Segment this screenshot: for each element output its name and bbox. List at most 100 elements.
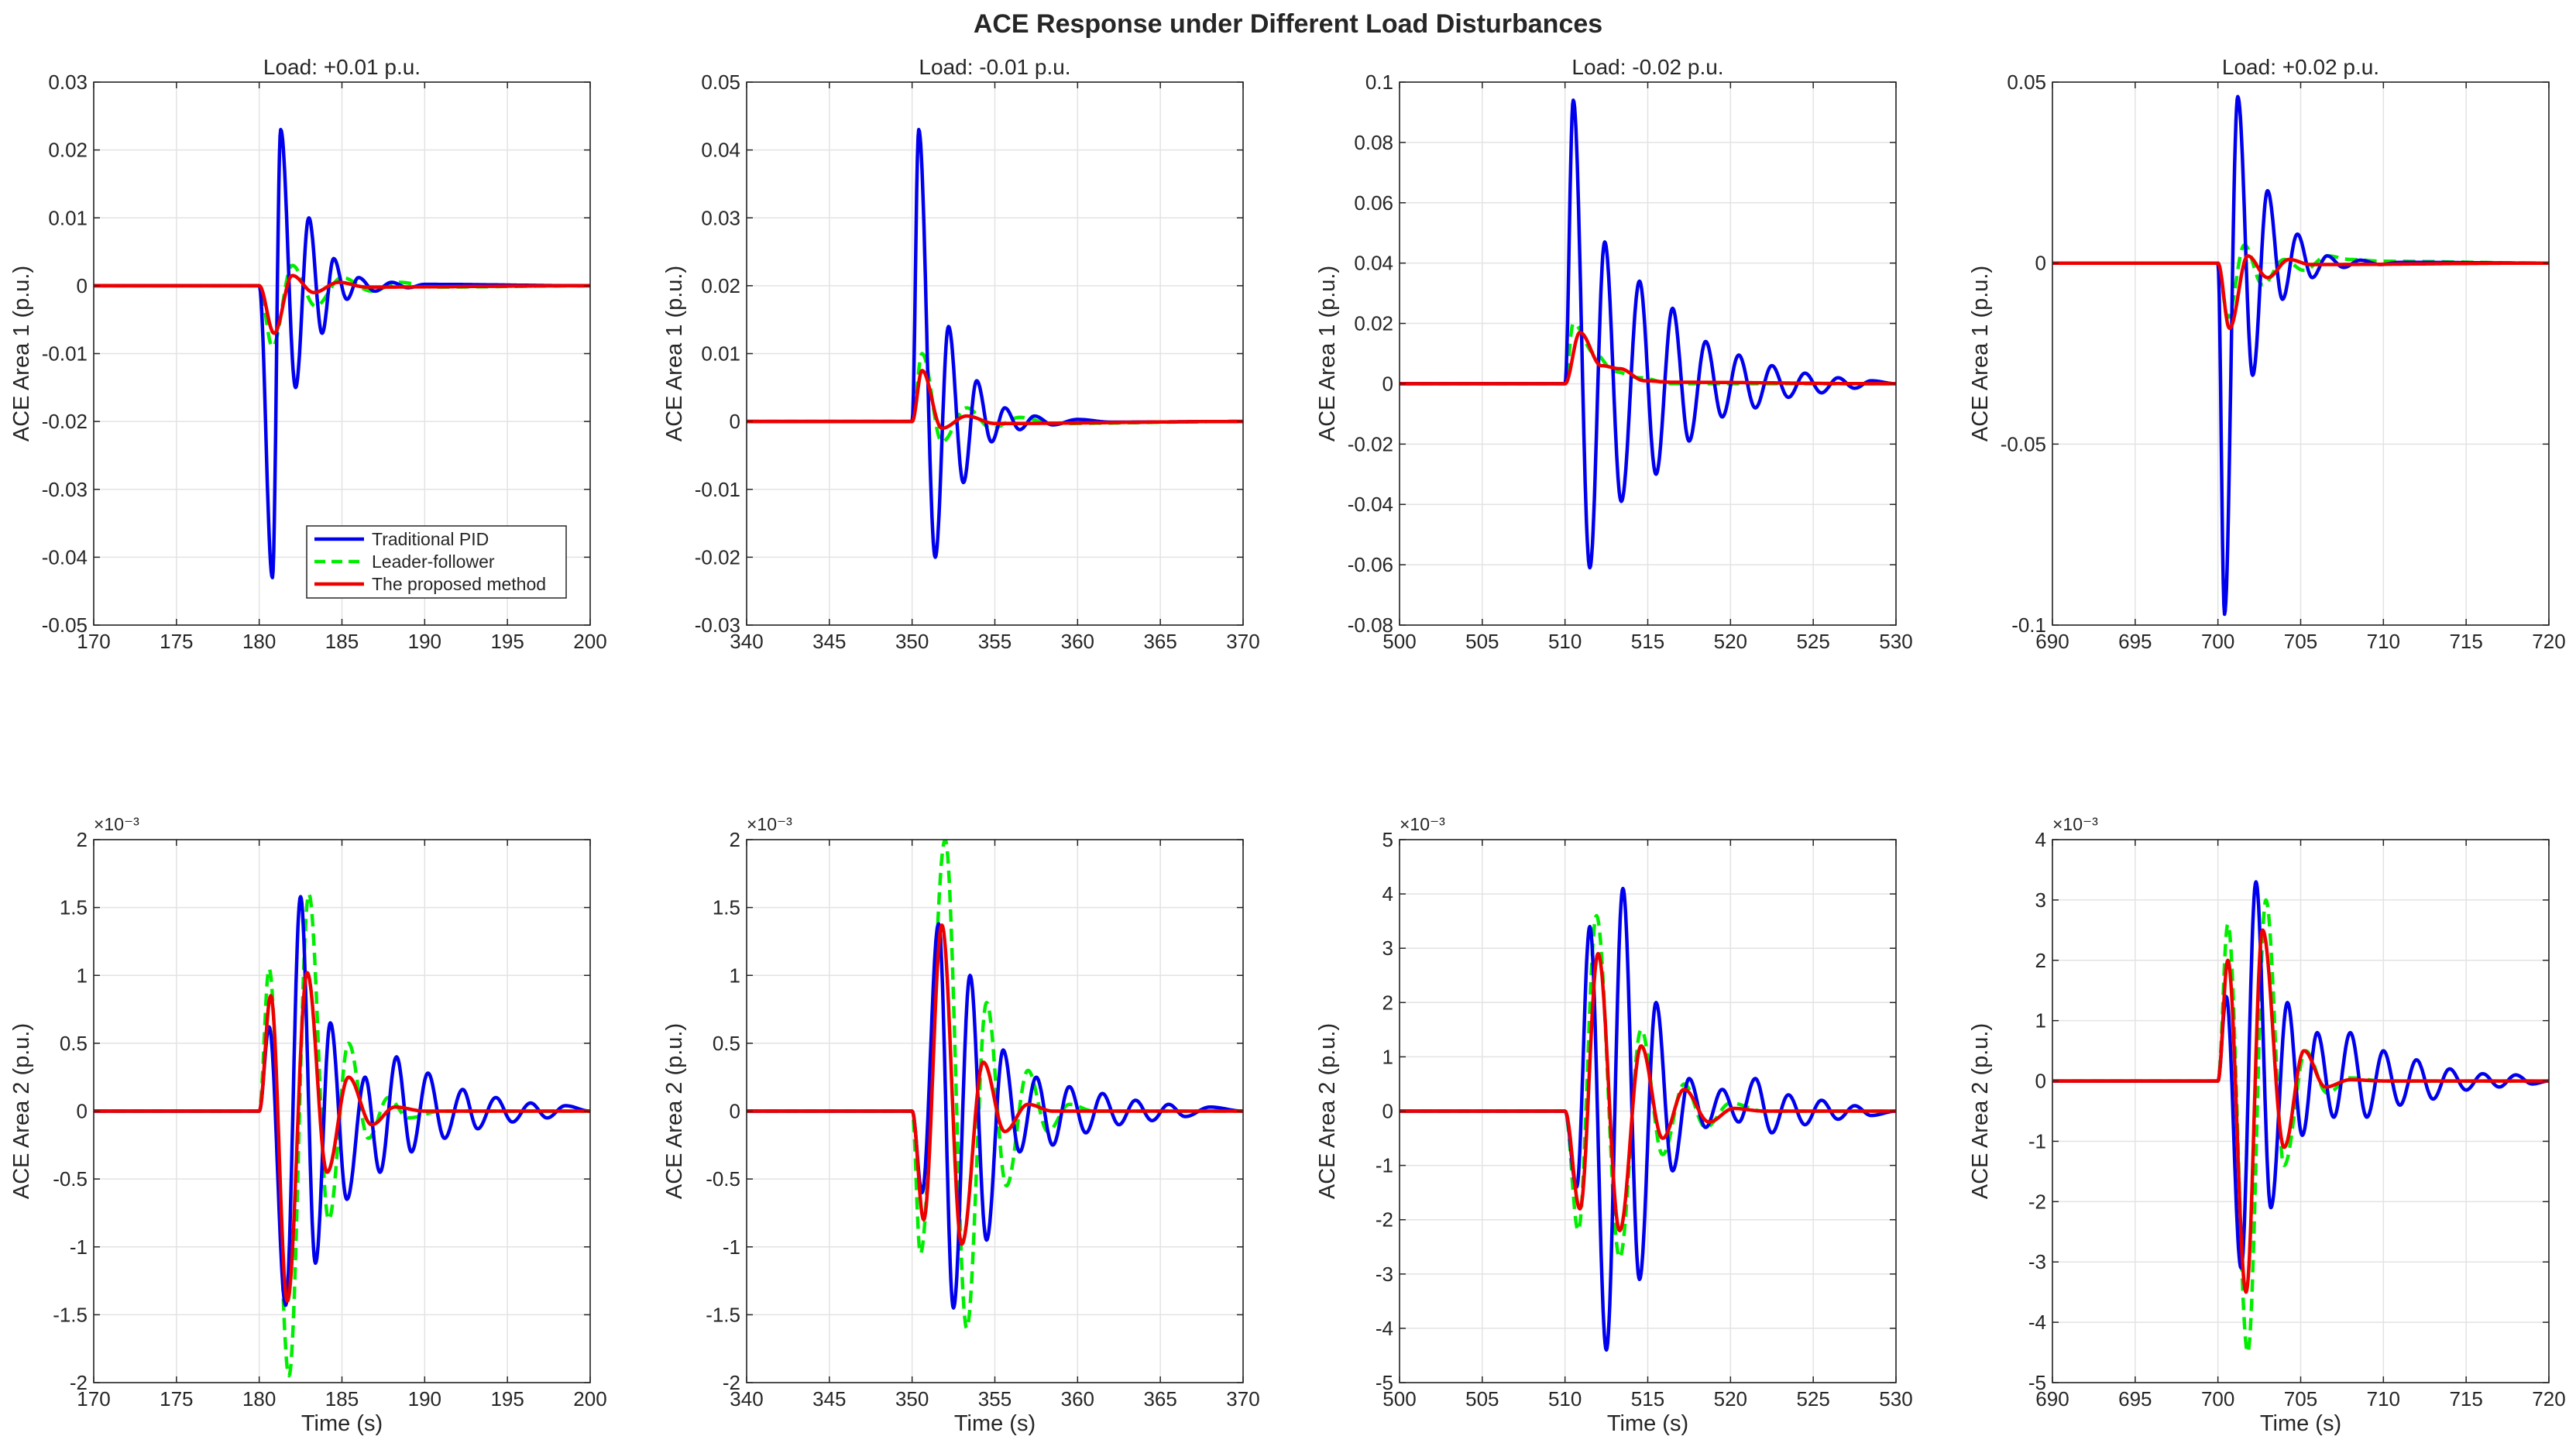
y-tick-label: 0 [77, 1100, 88, 1123]
y-tick-label: -0.03 [695, 613, 740, 637]
series-line-the-proposed-method [2052, 928, 2549, 1294]
x-tick-label: 370 [1226, 630, 1259, 653]
y-tick-label: -0.02 [1348, 432, 1393, 455]
y-tick-label: 3 [2035, 888, 2046, 912]
y-tick-label: 0.04 [701, 139, 740, 162]
y-tick-label: -0.05 [42, 613, 88, 637]
y-tick-label: -0.08 [1348, 613, 1393, 637]
x-tick-label: 720 [2532, 1387, 2565, 1410]
series-line-the-proposed-method [747, 369, 1243, 431]
x-axis-label: Time (s) [1607, 1411, 1688, 1436]
x-axis-label: Time (s) [301, 1411, 383, 1436]
y-tick-label: 0.02 [1354, 312, 1393, 335]
series-line-traditional-pid [2052, 880, 2549, 1270]
subplot-title: Load: +0.02 p.u. [2222, 55, 2379, 79]
subplot-title: Load: -0.01 p.u. [919, 55, 1070, 79]
series-line-the-proposed-method [2052, 254, 2549, 331]
y-tick-label: 0.02 [48, 139, 88, 162]
y-tick-label: 1 [77, 964, 88, 987]
y-tick-label: -0.04 [42, 545, 88, 569]
x-tick-label: 355 [978, 1387, 1012, 1410]
x-tick-label: 340 [730, 630, 763, 653]
subplot-2-4: 690 695 700 705 710 715 720 -5 -4 -3 -2 -1 0 1 2 3 4 ×10⁻… [1968, 814, 2566, 1436]
y-axis-label: ACE Area 2 (p.u.) [1315, 1023, 1340, 1199]
series-line-leader-follower [747, 840, 1243, 1331]
y-tick-label: 2 [730, 828, 740, 851]
y-tick-label: -0.01 [42, 342, 88, 366]
y-tick-label: 0 [2035, 1070, 2046, 1093]
subplot-1-4: 690 695 700 705 710 715 720 -0.1 -0.05 0 0.05 Load:… [1968, 55, 2566, 653]
x-tick-label: 690 [2035, 630, 2069, 653]
y-tick-label: -3 [2028, 1250, 2046, 1273]
y-tick-label: 0.5 [713, 1032, 740, 1055]
subplot-2-3: 500 505 510 515 520 525 530 -5 -4 -3 -2 -1 0 1 2 3 4 5 ×10… [1315, 814, 1913, 1436]
series-group [747, 128, 1243, 559]
y-tick-label: 3 [1382, 936, 1393, 960]
series-line-the-proposed-method [94, 971, 590, 1304]
x-tick-label: 500 [1382, 1387, 1416, 1410]
subplot-grid: 170 175 180 185 190 195 200-0.05-0.04-0.03-0.0… [9, 55, 2566, 1436]
y-tick-label: -0.05 [2001, 432, 2046, 455]
x-tick-label: 190 [408, 630, 441, 653]
x-tick-label: 720 [2532, 630, 2565, 653]
legend-label: The proposed method [372, 574, 546, 594]
series-line-traditional-pid [747, 922, 1243, 1310]
y-exponent-label: ×10⁻³ [1400, 814, 1445, 834]
x-tick-label: 180 [242, 1387, 276, 1410]
series-line-traditional-pid [1400, 98, 1896, 570]
x-tick-label: 515 [1631, 1387, 1664, 1410]
y-tick-label: -1 [723, 1235, 740, 1259]
y-tick-label: -0.1 [2011, 613, 2046, 637]
y-axis-label: ACE Area 2 (p.u.) [1968, 1023, 1993, 1199]
y-tick-label: 4 [1382, 882, 1393, 905]
y-axis-label: ACE Area 1 (p.u.) [1968, 266, 1993, 442]
y-axis-label: ACE Area 2 (p.u.) [9, 1023, 34, 1199]
y-tick-label: 0.01 [701, 342, 740, 366]
x-tick-label: 695 [2118, 1387, 2152, 1410]
y-tick-label: -0.03 [42, 478, 88, 501]
y-tick-label: -0.02 [42, 410, 88, 433]
y-tick-label: 2 [77, 828, 88, 851]
x-tick-label: 715 [2449, 1387, 2482, 1410]
x-tick-label: 360 [1061, 630, 1094, 653]
x-axis-label: Time (s) [2260, 1411, 2341, 1436]
x-tick-label: 370 [1226, 1387, 1259, 1410]
x-tick-label: 530 [1879, 630, 1912, 653]
x-tick-label: 200 [573, 1387, 606, 1410]
y-tick-label: -3 [1376, 1263, 1393, 1286]
x-tick-label: 175 [160, 1387, 193, 1410]
y-tick-label: 1 [2035, 1009, 2046, 1033]
legend-label: Traditional PID [372, 529, 489, 549]
subplot-1-2: 340 345 350 355 360 365 370 -0.03 -0.02 -0.01 0 0.0… [662, 55, 1260, 653]
y-tick-label: 0.02 [701, 274, 740, 297]
y-axis-label: ACE Area 1 (p.u.) [662, 266, 687, 442]
y-tick-label: 0 [1382, 1100, 1393, 1123]
x-tick-label: 505 [1465, 630, 1499, 653]
x-tick-label: 525 [1796, 1387, 1829, 1410]
x-tick-label: 525 [1796, 630, 1829, 653]
x-tick-label: 690 [2035, 1387, 2069, 1410]
y-tick-label: -2 [70, 1371, 88, 1394]
x-tick-label: 700 [2201, 1387, 2234, 1410]
y-tick-label: 0.05 [2007, 70, 2046, 94]
x-tick-label: 170 [77, 1387, 110, 1410]
x-tick-label: 195 [490, 630, 524, 653]
y-tick-label: 4 [2035, 828, 2046, 851]
y-tick-label: -5 [2028, 1371, 2046, 1394]
y-tick-label: -4 [1376, 1317, 1393, 1340]
y-tick-label: 0.03 [701, 206, 740, 229]
y-tick-label: -5 [1376, 1371, 1393, 1394]
subplot-1-3: 500 505 510 515 520 525 530 -0.08 -0.06 -0.04 -0.0… [1315, 55, 1913, 653]
series-group [2052, 880, 2549, 1355]
subplot-title: Load: +0.01 p.u. [263, 55, 421, 79]
y-tick-label: -0.02 [695, 545, 740, 569]
x-tick-label: 700 [2201, 630, 2234, 653]
x-tick-label: 185 [325, 630, 359, 653]
y-tick-label: -1 [2028, 1129, 2046, 1153]
figure-title: ACE Response under Different Load Distur… [974, 9, 1602, 39]
x-tick-label: 520 [1714, 630, 1747, 653]
y-axis-label: ACE Area 2 (p.u.) [662, 1023, 687, 1199]
y-tick-label: 0 [77, 274, 88, 297]
x-tick-label: 195 [490, 1387, 524, 1410]
